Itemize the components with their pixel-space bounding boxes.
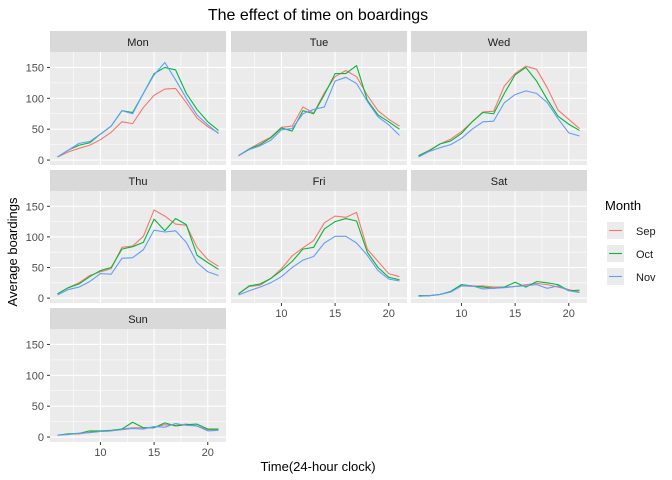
legend-item-nov: Nov xyxy=(607,268,656,285)
series-line-sep xyxy=(238,69,400,157)
x-tick-label: 15 xyxy=(329,308,341,320)
y-tick-label: 0 xyxy=(38,155,44,167)
series-line-sep xyxy=(418,65,580,157)
y-tick-label: 150 xyxy=(26,339,44,351)
facet-thu: Thu 0 50 100 150 xyxy=(26,170,226,305)
series-line-sep xyxy=(57,209,219,295)
facet-strip-label: Wed xyxy=(488,37,510,49)
legend-keys: Sep Oct Nov xyxy=(607,222,656,285)
x-tick-label: 20 xyxy=(563,308,575,320)
chart-title: The effect of time on boardings xyxy=(208,7,428,24)
facet-strip xyxy=(50,31,226,52)
y-tick-label: 0 xyxy=(38,432,44,444)
y-tick-label: 150 xyxy=(26,201,44,213)
y-tick-label: 50 xyxy=(32,263,44,275)
facet-strip xyxy=(411,170,587,191)
y-tick-label: 0 xyxy=(38,293,44,305)
legend-item-sep: Sep xyxy=(607,222,656,239)
facet-strip-label: Sun xyxy=(128,314,148,326)
series-line-nov xyxy=(57,61,219,158)
y-tick-label: 100 xyxy=(26,232,44,244)
x-tick-label: 20 xyxy=(202,447,214,459)
facet-mon: Mon 0 50 100 150 xyxy=(26,31,226,167)
x-tick-label: 10 xyxy=(455,308,467,320)
facet-panel-background xyxy=(231,191,407,303)
series-line-nov xyxy=(418,90,580,158)
facet-strip-label: Tue xyxy=(310,37,329,49)
series-line-oct xyxy=(57,421,219,436)
y-tick-label: 100 xyxy=(26,93,44,105)
x-tick-label: 15 xyxy=(509,308,521,320)
x-tick-label: 20 xyxy=(383,308,395,320)
facet-tue: Tue xyxy=(231,31,407,165)
facet-strip xyxy=(50,170,226,191)
y-tick-label: 50 xyxy=(32,401,44,413)
x-tick-label: 15 xyxy=(148,447,160,459)
series-line-nov xyxy=(238,235,400,296)
series-line-oct xyxy=(418,66,580,157)
series-line-nov xyxy=(57,229,219,296)
series-line-nov xyxy=(418,284,580,297)
legend-label: Oct xyxy=(636,249,653,261)
y-tick-label: 100 xyxy=(26,370,44,382)
legend-label: Sep xyxy=(636,226,656,238)
facet-strip xyxy=(231,170,407,191)
series-line-nov xyxy=(57,422,219,436)
series-line-oct xyxy=(57,217,219,295)
legend-label: Nov xyxy=(636,272,656,284)
facet-strip xyxy=(50,308,226,329)
series-line-sep xyxy=(57,87,219,158)
y-tick-label: 50 xyxy=(32,124,44,136)
series-line-oct xyxy=(238,65,400,157)
facet-panel-background xyxy=(50,329,226,442)
facet-wed: Wed xyxy=(411,31,587,165)
facet-strip xyxy=(411,31,587,52)
x-tick-label: 10 xyxy=(275,308,287,320)
facet-strip-label: Mon xyxy=(127,37,148,49)
facet-panel-background xyxy=(50,52,226,165)
facet-sat: Sat 10 15 20 xyxy=(411,170,587,320)
facet-sun: Sun 0 50 100 150 10 15 20 xyxy=(26,308,226,459)
facet-strip-label: Sat xyxy=(491,176,508,188)
series-line-nov xyxy=(238,76,400,157)
legend: Month Sep Oct Nov xyxy=(605,198,656,285)
facet-panel-background xyxy=(50,191,226,303)
legend-title: Month xyxy=(605,198,641,213)
x-axis-label: Time(24-hour clock) xyxy=(260,459,375,474)
facet-strip-label: Fri xyxy=(313,176,326,188)
facet-strip xyxy=(231,31,407,52)
facet-fri: Fri 10 15 20 xyxy=(231,170,407,320)
legend-item-oct: Oct xyxy=(607,245,653,262)
y-axis-label: Average boardings xyxy=(5,197,20,306)
y-tick-label: 150 xyxy=(26,62,44,74)
series-line-oct xyxy=(238,217,400,295)
x-tick-label: 10 xyxy=(94,447,106,459)
facet-strip-label: Thu xyxy=(129,176,148,188)
